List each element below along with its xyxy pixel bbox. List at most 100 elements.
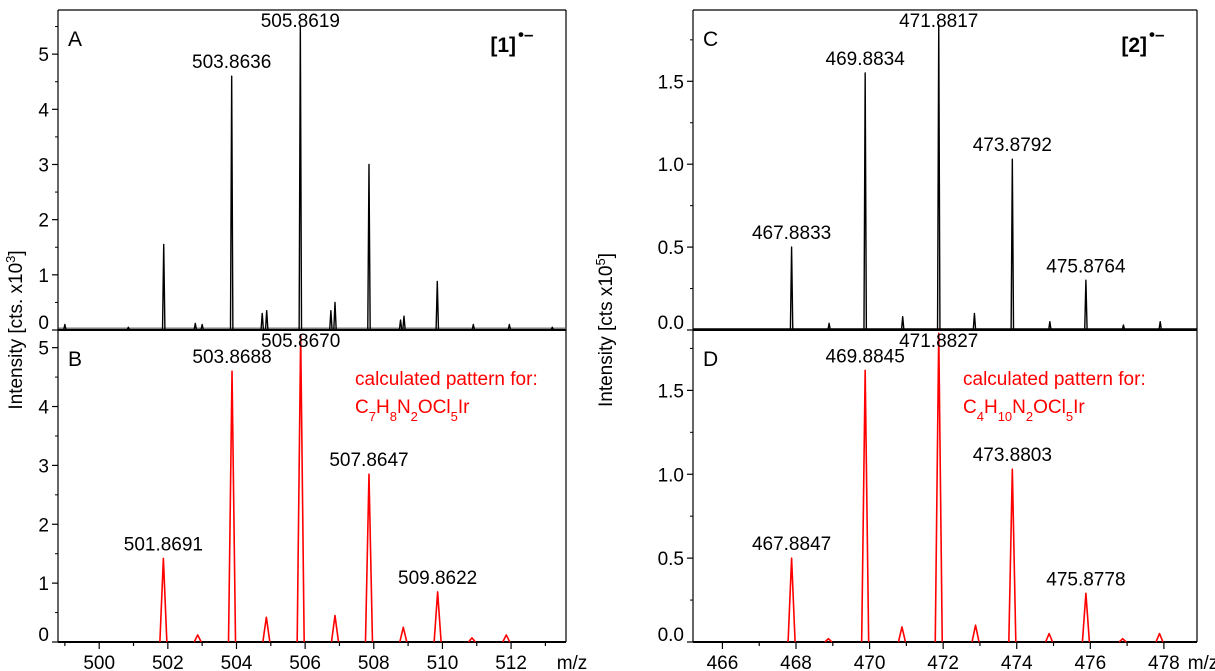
- spectrum-peak: [827, 322, 832, 331]
- spectrum-peak: [435, 280, 440, 331]
- x-tick-label: 502: [152, 653, 184, 671]
- spectrum-peak: [333, 301, 337, 331]
- spectrum-peak: [264, 309, 269, 331]
- spectrum-peak: [193, 322, 198, 331]
- formula-subscript: 2: [411, 409, 418, 424]
- y-tick-label: 0.5: [658, 549, 684, 570]
- panel-b: B 0 1 2 3 4 5 500 502 504 506 508 510 512 m/z 501.8691 5…: [38, 329, 588, 671]
- x-tick-label: 478: [1148, 653, 1180, 671]
- spectrum-peak: [159, 557, 168, 643]
- formula-part: H: [984, 397, 998, 418]
- y-tick-label: 0.5: [658, 238, 684, 259]
- spectrum-peak: [398, 319, 403, 331]
- x-tick-label: 468: [780, 653, 812, 671]
- spectrum-peak: [507, 323, 512, 331]
- spectrum-peak: [1047, 321, 1052, 331]
- x-unit-label: m/z: [1188, 653, 1215, 671]
- spectrum-peak: [200, 323, 205, 331]
- x-tick-label: 472: [927, 653, 959, 671]
- x-tick-label: 506: [289, 653, 321, 671]
- x-unit-label: m/z: [557, 653, 588, 671]
- y-axis-title-text: Intensity [cts x10: [596, 266, 617, 408]
- y-tick-label: 3: [38, 155, 49, 176]
- y-axis-title-left: Intensity [cts. x103]: [3, 250, 27, 409]
- spectrum-peak: [62, 323, 67, 331]
- y-tick-label: 3: [38, 456, 49, 477]
- species-charge-superscript: •–: [1149, 25, 1164, 44]
- spectrum-peak: [550, 326, 555, 331]
- panel-c: C 0.0 0.5 1.0 1.5 467.8833 469.8834 471.8817 473…: [658, 9, 1198, 334]
- formula-subscript: 7: [369, 409, 376, 424]
- formula-part: H: [376, 397, 390, 418]
- annotation-text: calculated pattern for:: [355, 369, 538, 390]
- spectrum-peak: [433, 591, 442, 643]
- formula-part: C: [355, 397, 369, 418]
- spectrum-peak: [296, 333, 305, 643]
- panel-d: D 0.0 0.5 1.0 1.5 466 468 470 472 474 476 478 m/z 467…: [658, 329, 1215, 671]
- peak-label: 467.8833: [752, 223, 831, 244]
- y-tick-label: 1.0: [658, 465, 684, 486]
- formula-subscript: 5: [1066, 409, 1073, 424]
- spectrum-peak: [971, 624, 980, 643]
- species-label: [2]: [1121, 34, 1147, 57]
- spectrum-peak: [502, 634, 511, 643]
- spectrum-peak: [1044, 632, 1054, 643]
- panel-letter: C: [703, 28, 718, 51]
- peak-label: 509.8622: [398, 568, 477, 589]
- y-tick-label: 4: [38, 398, 49, 419]
- spectrum-peak: [1084, 279, 1088, 331]
- y-axis-title-close: ]: [6, 250, 27, 255]
- formula-label: C4H10N2OCl5Ir: [963, 397, 1085, 424]
- y-tick-label: 2: [38, 211, 49, 232]
- formula-subscript: 2: [1026, 409, 1033, 424]
- spectrum-peak: [1155, 632, 1164, 643]
- x-tick-label: 508: [358, 653, 390, 671]
- peak-label: 503.8688: [192, 347, 271, 368]
- spectrum-peak: [1121, 324, 1126, 331]
- peak-label: 473.8803: [973, 445, 1052, 466]
- y-axis-title-close: ]: [596, 253, 617, 258]
- y-tick-label: 1.5: [658, 381, 684, 402]
- y-axis-title-exponent: 5: [593, 258, 608, 265]
- peak-label: 469.8845: [826, 346, 905, 367]
- panel-letter: A: [68, 28, 82, 51]
- spectrum-peak: [787, 557, 796, 643]
- spectrum-peak: [262, 616, 271, 643]
- formula-part: C: [963, 397, 977, 418]
- formula-subscript: 5: [451, 409, 458, 424]
- y-tick-label: 1.0: [658, 155, 684, 176]
- spectrum-peak: [161, 243, 166, 331]
- spectrum-peak: [897, 626, 907, 643]
- spectrum-peak: [1008, 468, 1017, 643]
- x-tick-label: 474: [1001, 653, 1033, 671]
- y-tick-label: 4: [38, 100, 49, 121]
- peak-label: 469.8834: [826, 49, 906, 70]
- spectrum-peak: [863, 72, 868, 331]
- spectrum-peak: [1158, 321, 1163, 331]
- spectrum-peak: [860, 369, 870, 643]
- formula-part: Ir: [1073, 397, 1085, 418]
- y-tick-label: 0.0: [658, 313, 684, 334]
- spectrum-peak: [471, 323, 476, 331]
- peak-label: 471.8827: [899, 331, 978, 352]
- y-tick-label: 2: [38, 515, 49, 536]
- spectrum-peak: [367, 163, 371, 331]
- peak-label: 471.8817: [899, 11, 978, 32]
- spectrum-peak: [126, 326, 131, 331]
- spectrum-peak: [824, 637, 833, 643]
- y-axis-title-text: Intensity [cts. x10: [6, 263, 27, 410]
- spectrum-peak: [399, 626, 408, 643]
- x-tick-label: 500: [83, 653, 115, 671]
- peak-label: 501.8691: [124, 534, 203, 555]
- annotation-text: calculated pattern for:: [963, 369, 1146, 390]
- x-tick-label: 466: [707, 653, 739, 671]
- y-tick-label: 1: [38, 266, 49, 287]
- x-tick-label: 504: [221, 653, 253, 671]
- formula-part: N: [397, 397, 411, 418]
- spectrum-peak: [402, 315, 406, 331]
- y-tick-label: 0.0: [658, 625, 684, 646]
- y-tick-label: 0: [38, 313, 49, 334]
- y-tick-label: 0: [38, 625, 49, 646]
- spectrum-peak: [1010, 158, 1015, 331]
- species-charge-superscript: •–: [518, 25, 533, 44]
